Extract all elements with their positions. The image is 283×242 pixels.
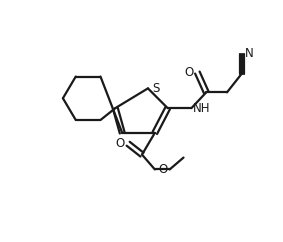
Text: O: O <box>185 66 194 79</box>
Text: N: N <box>245 47 254 60</box>
Text: O: O <box>116 137 125 150</box>
Text: NH: NH <box>192 102 210 115</box>
Text: S: S <box>152 82 160 95</box>
Text: O: O <box>158 163 167 176</box>
